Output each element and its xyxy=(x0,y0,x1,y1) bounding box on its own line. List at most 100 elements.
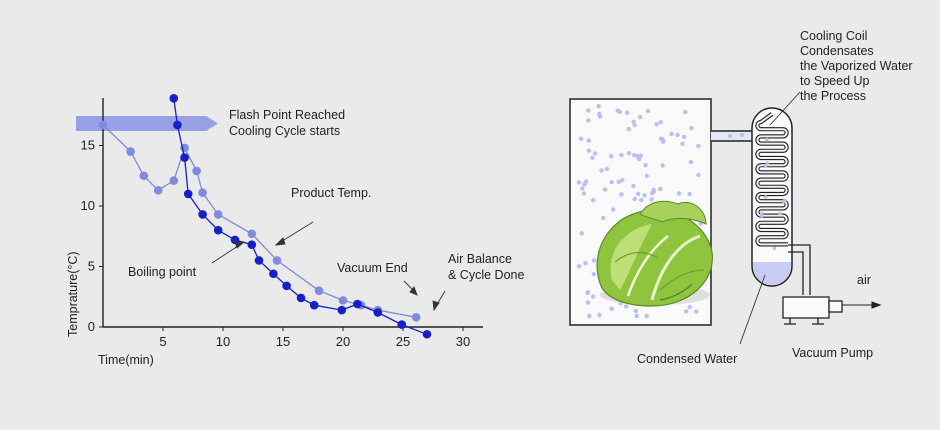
coil-tube-inner xyxy=(756,113,788,246)
product-temp-label: Product Temp. xyxy=(291,186,371,200)
series-boiling-point xyxy=(169,94,432,339)
vapor-dot xyxy=(619,152,624,158)
boiling-point-label: Boiling point xyxy=(128,265,197,279)
vapor-dot xyxy=(636,191,641,197)
vapor-dot xyxy=(599,168,604,173)
vapor-dot xyxy=(590,155,595,160)
condenser-vapor-dot xyxy=(763,195,768,199)
data-point xyxy=(98,120,108,130)
vapor-dot xyxy=(684,309,689,314)
vapor-dot xyxy=(591,294,596,299)
vapor-dot xyxy=(586,148,592,153)
vapor-dot xyxy=(624,110,630,116)
pipe-vapor-dot xyxy=(740,133,744,137)
vapor-dot xyxy=(582,182,587,187)
vapor-dot xyxy=(609,154,614,159)
air-label: air xyxy=(857,273,871,287)
vapor-dot xyxy=(602,187,608,192)
x-tick-label: 30 xyxy=(456,334,470,349)
vapor-dot xyxy=(586,108,591,113)
data-point xyxy=(254,256,264,265)
data-point xyxy=(198,210,207,219)
vapor-dot xyxy=(632,196,637,202)
vapor-dot xyxy=(581,191,587,196)
vapor-dot xyxy=(682,134,687,140)
data-point xyxy=(139,171,149,181)
coil-label-line3: the Vaporized Water xyxy=(800,59,913,73)
data-point xyxy=(314,286,324,296)
product-temp-arrowhead xyxy=(274,237,286,246)
y-axis-label: Temprature(°C) xyxy=(66,251,80,337)
product-temp-arrow xyxy=(278,221,314,244)
data-point xyxy=(337,305,347,315)
x-tick-label: 10 xyxy=(216,334,230,349)
coil-label-leader xyxy=(769,91,801,126)
vapor-dot xyxy=(658,120,663,125)
vapor-dot xyxy=(643,163,648,168)
flash-point-label-line2: Cooling Cycle starts xyxy=(229,124,340,138)
vapor-dot xyxy=(660,163,665,168)
air-balance-arrowhead xyxy=(432,300,440,312)
air-arrow xyxy=(842,301,882,309)
vapor-dot xyxy=(604,166,610,171)
flash-point-arrow xyxy=(76,116,218,131)
vapor-dot xyxy=(580,186,585,191)
vapor-dot xyxy=(592,151,598,156)
vapor-dot xyxy=(633,308,638,314)
condenser-vapor-dot xyxy=(765,161,770,166)
data-point xyxy=(213,225,223,235)
vapor-dot xyxy=(675,132,680,138)
vapor-dot xyxy=(688,159,694,165)
vapor-dot xyxy=(587,313,592,319)
vapor-dot xyxy=(585,300,591,305)
data-point xyxy=(247,240,257,250)
air-balance-label-line1: Air Balance xyxy=(448,252,512,266)
vacuum-pump-label: Vacuum Pump xyxy=(792,346,873,360)
vapor-dot xyxy=(634,313,639,319)
vapor-dot xyxy=(636,156,642,162)
data-point xyxy=(126,147,135,156)
vapor-dot xyxy=(649,197,654,202)
vapor-dot xyxy=(601,215,606,221)
coil-label-line1: Cooling Coil xyxy=(800,29,867,43)
data-point xyxy=(180,153,189,162)
vapor-dot xyxy=(658,186,663,192)
x-tick-label: 15 xyxy=(276,334,290,349)
data-point xyxy=(309,300,319,310)
vapor-dot xyxy=(645,108,651,114)
data-point xyxy=(272,256,282,265)
vapor-dot xyxy=(591,198,596,203)
vapor-dot xyxy=(687,304,692,310)
data-point xyxy=(247,229,257,239)
vapor-dot xyxy=(609,306,614,311)
vapor-dot xyxy=(583,261,588,266)
y-tick-label: 5 xyxy=(88,259,95,274)
condensed-water-leader xyxy=(739,274,766,345)
data-point xyxy=(422,329,432,339)
vapor-dot xyxy=(591,258,597,263)
data-point xyxy=(192,166,201,176)
data-point xyxy=(397,320,407,329)
air-balance-label-line2: & Cycle Done xyxy=(448,268,524,282)
vapor-dot xyxy=(669,131,674,137)
axis-ticks: 5 10 15 20 25 30 0 5 10 15 xyxy=(81,138,471,350)
vapor-dot xyxy=(619,192,624,197)
vapor-dot xyxy=(579,231,584,236)
vapor-dot xyxy=(576,264,582,269)
pipe-vapor-dot xyxy=(728,134,732,138)
vapor-dot xyxy=(631,119,636,125)
x-tick-label: 20 xyxy=(336,334,350,349)
condenser-vapor-dot xyxy=(783,198,787,202)
vapor-dot xyxy=(638,153,643,158)
vapor-dot xyxy=(626,126,631,132)
vapor-dot xyxy=(658,136,664,141)
series-layer xyxy=(98,94,432,339)
vapor-dot xyxy=(586,138,591,143)
vapor-dot xyxy=(638,114,643,120)
vapor-dot xyxy=(586,118,591,123)
vacuum-cooling-diagram: Cooling Coil Condensates the Vaporized W… xyxy=(569,29,913,366)
data-point xyxy=(173,120,182,130)
vacuum-pump xyxy=(782,296,843,325)
